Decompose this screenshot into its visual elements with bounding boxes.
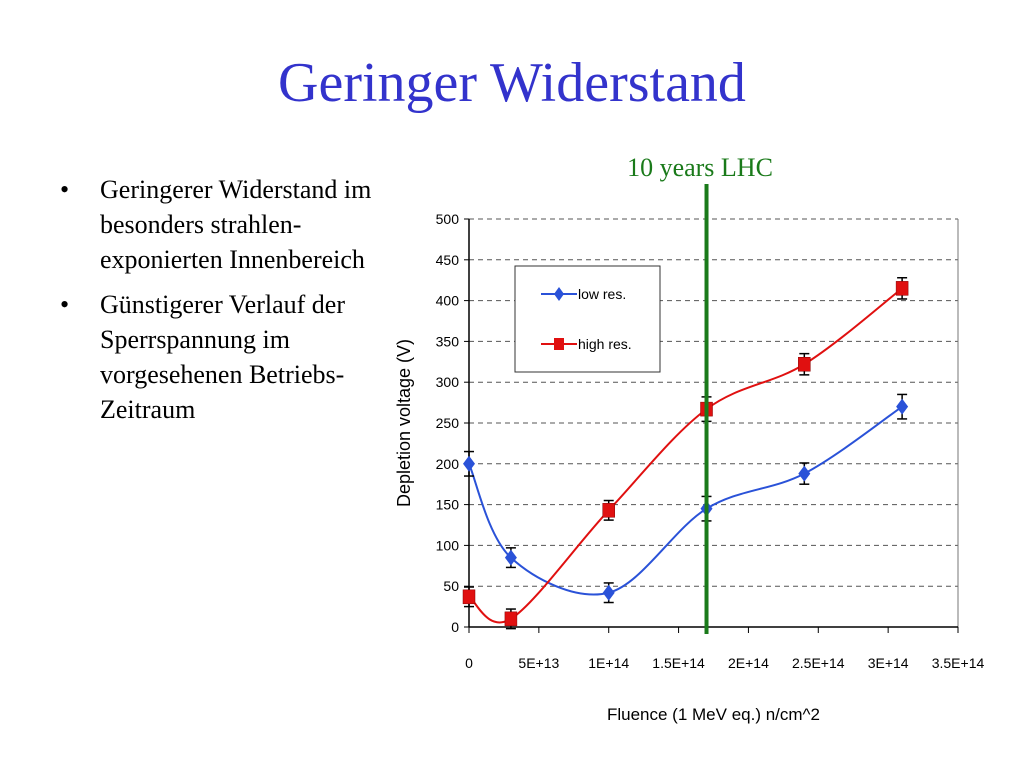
legend-marker-square: [554, 338, 564, 350]
bullet-item: • Geringerer Widerstand im besonders str…: [58, 172, 378, 277]
data-point-square: [798, 356, 811, 372]
x-tick-label: 3E+14: [868, 655, 909, 671]
data-point-diamond: [602, 584, 615, 601]
bullet-text: Geringerer Widerstand im besonders strah…: [100, 175, 372, 274]
x-tick-label: 2E+14: [728, 655, 769, 671]
y-tick-label: 50: [443, 578, 459, 594]
data-point-diamond: [896, 398, 909, 415]
x-axis-label: Fluence (1 MeV eq.) n/cm^2: [607, 705, 820, 724]
y-tick-label: 150: [436, 497, 460, 513]
y-tick-label: 500: [436, 211, 460, 227]
slide-title: Geringer Widerstand: [278, 52, 746, 114]
data-point-diamond: [504, 549, 517, 566]
lhc-marker-label: 10 years LHC: [627, 153, 773, 182]
data-point-square: [462, 589, 476, 605]
legend-label: low res.: [578, 286, 626, 302]
legend-marker-diamond: [554, 287, 564, 301]
data-point-square: [895, 281, 909, 296]
y-tick-label: 100: [436, 537, 460, 553]
x-tick-label: 2.5E+14: [792, 655, 845, 671]
data-point-diamond: [463, 455, 475, 472]
series-line-diamond: [468, 405, 903, 596]
x-tick-label: 3.5E+14: [932, 655, 985, 671]
data-point-square: [602, 503, 615, 518]
x-tick-label: 1E+14: [588, 655, 629, 671]
y-tick-label: 250: [436, 415, 460, 431]
data-point-diamond: [798, 465, 811, 482]
data-point-square: [504, 611, 518, 627]
legend-box: [514, 265, 661, 373]
y-tick-label: 300: [436, 374, 460, 390]
x-tick-label: 1.5E+14: [652, 655, 705, 671]
bullet-list: • Geringerer Widerstand im besonders str…: [58, 172, 378, 437]
y-tick-label: 400: [436, 293, 460, 309]
y-axis-label: Depletion voltage (V): [394, 339, 414, 507]
y-tick-label: 450: [436, 252, 460, 268]
legend-label: high res.: [578, 336, 632, 352]
x-tick-label: 0: [465, 655, 473, 671]
y-tick-label: 350: [436, 333, 460, 349]
bullet-dot-icon: •: [60, 290, 70, 319]
y-tick-label: 0: [451, 619, 459, 635]
bullet-text: Günstigerer Verlauf der Sperrspannung im…: [100, 290, 345, 424]
x-tick-label: 5E+13: [518, 655, 559, 671]
bullet-item: • Günstigerer Verlauf der Sperrspannung …: [58, 287, 378, 427]
y-tick-label: 200: [436, 456, 460, 472]
bullet-dot-icon: •: [60, 175, 70, 204]
